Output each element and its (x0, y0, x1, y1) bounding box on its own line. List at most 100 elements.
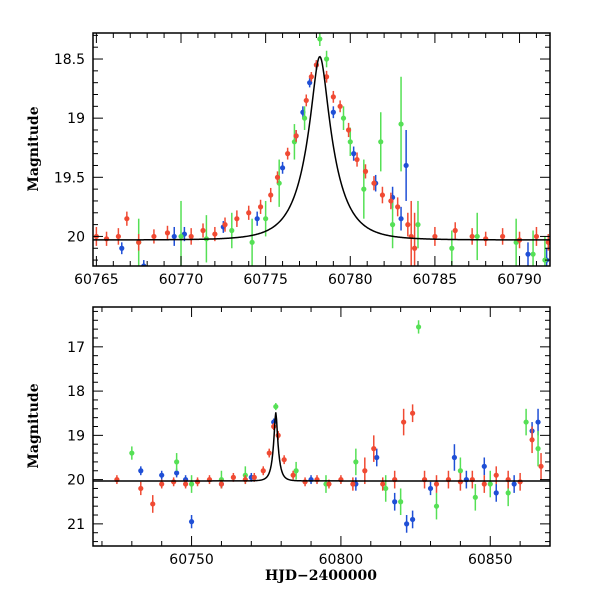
bottom-point-red (266, 448, 272, 458)
bottom-point-blue (427, 481, 434, 496)
bottom-point-red (350, 477, 356, 491)
top-point-red (362, 164, 369, 179)
bottom-y-axis-label: Magnitude (26, 383, 42, 468)
top-point-green (513, 218, 519, 266)
top-point-green (323, 50, 330, 68)
bottom-point-blue (463, 470, 469, 489)
bottom-x-tick-label: 60850 (468, 552, 513, 568)
top-point-red (405, 212, 411, 237)
top-y-tick-label: 18.5 (54, 52, 85, 68)
bottom-point-green (415, 320, 422, 334)
top-point-red (323, 70, 330, 83)
top-point-red (452, 222, 458, 239)
top-x-tick-label: 60790 (497, 272, 542, 288)
bottom-point-red (401, 408, 407, 436)
top-point-red (268, 187, 274, 203)
top-point-red (234, 210, 240, 227)
top-point-blue (171, 226, 177, 246)
top-point-red (274, 171, 281, 184)
top-y-tick-label: 19 (67, 111, 85, 127)
top-point-green (449, 230, 455, 266)
top-point-red (222, 217, 228, 232)
bottom-point-red (469, 470, 475, 489)
top-point-blue (525, 242, 531, 266)
bottom-point-red (290, 470, 296, 480)
top-point-red (103, 231, 110, 246)
bottom-y-tick-label: 18 (67, 384, 85, 400)
bottom-axes: 60750 60800 60850 17 18 19 20 21 (67, 307, 551, 568)
top-point-blue (351, 146, 357, 161)
bottom-point-red (421, 470, 428, 489)
bottom-x-tick-label: 60800 (319, 552, 364, 568)
top-point-red (432, 226, 438, 246)
bottom-point-green (383, 475, 389, 502)
top-x-tick-label: 60765 (74, 272, 119, 288)
top-point-red (337, 100, 343, 113)
top-point-red (345, 122, 352, 138)
bottom-y-tick-label: 19 (67, 428, 85, 444)
top-point-green (378, 112, 384, 172)
bottom-point-green (487, 470, 493, 498)
bottom-point-red (302, 477, 308, 487)
bottom-point-red (410, 404, 416, 423)
top-point-red (395, 197, 401, 217)
top-point-red (257, 199, 264, 214)
top-point-green (347, 127, 353, 157)
bottom-point-blue (159, 470, 165, 480)
bottom-point-red (260, 466, 266, 476)
top-point-red (379, 186, 386, 204)
bottom-point-red (529, 426, 535, 454)
top-point-blue (398, 206, 404, 231)
top-point-red (136, 234, 142, 251)
bottom-point-red (517, 472, 523, 491)
bottom-point-blue (481, 457, 487, 476)
top-point-blue (119, 242, 125, 255)
top-point-green (415, 200, 421, 249)
bottom-point-blue (493, 484, 499, 502)
top-point-red (293, 129, 299, 142)
top-point-red (469, 228, 475, 245)
bottom-point-green (273, 403, 279, 411)
top-point-red (246, 205, 252, 220)
bottom-point-blue (308, 475, 314, 485)
top-point-red (124, 211, 130, 226)
top-point-red (164, 225, 171, 240)
bottom-point-green (535, 430, 541, 467)
top-point-green (229, 212, 235, 249)
bottom-point-red (538, 453, 544, 480)
bottom-point-green (293, 461, 299, 480)
bottom-point-blue (511, 475, 517, 493)
bottom-point-green (472, 484, 478, 511)
top-y-tick-label: 19.5 (54, 170, 85, 186)
top-point-red (354, 152, 360, 167)
bottom-x-axis-label: HJD−2400000 (265, 568, 377, 584)
bottom-plot-frame (92, 306, 551, 547)
top-point-blue (403, 129, 409, 201)
top-point-blue (254, 211, 260, 226)
top-point-red (388, 192, 394, 210)
bottom-point-green (129, 446, 135, 460)
top-point-green (398, 76, 404, 172)
bottom-point-red (206, 475, 213, 485)
top-point-blue (330, 106, 336, 119)
top-point-red (330, 90, 336, 103)
top-x-tick-label: 60785 (413, 272, 458, 288)
bottom-point-green (188, 475, 195, 493)
top-point-red (408, 200, 414, 266)
top-y-axis-label: Magnitude (26, 106, 42, 191)
top-point-red (308, 72, 314, 82)
top-point-blue (279, 161, 286, 174)
bottom-point-red (171, 477, 177, 487)
top-point-red (285, 147, 291, 160)
top-model-curve (93, 55, 550, 241)
top-point-green (340, 106, 347, 130)
top-point-red (411, 212, 418, 266)
top-point-green (249, 218, 255, 266)
top-x-tick-label: 60775 (243, 272, 288, 288)
top-point-red (533, 226, 540, 246)
top-point-red (303, 94, 309, 107)
bottom-point-red (392, 470, 398, 489)
top-point-green (317, 33, 323, 47)
bottom-point-red (281, 455, 287, 465)
